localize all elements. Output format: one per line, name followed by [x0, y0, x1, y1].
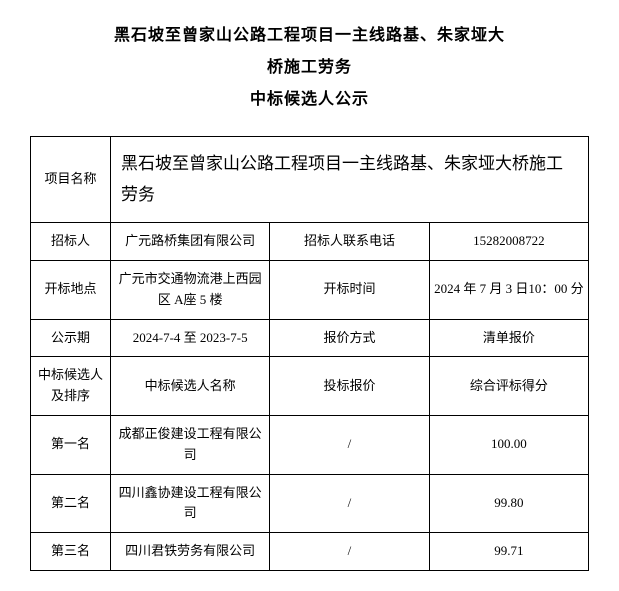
candidate-2-name: 四川鑫协建设工程有限公司 [111, 474, 270, 533]
row-project-name: 项目名称 黑石坡至曾家山公路工程项目一主线路基、朱家垭大桥施工劳务 [31, 137, 589, 223]
candidate-1-score: 100.00 [429, 415, 588, 474]
candidate-3-score: 99.71 [429, 533, 588, 571]
label-tenderer-contact: 招标人联系电话 [270, 223, 429, 261]
label-bid-location: 开标地点 [31, 260, 111, 319]
label-candidate-rank: 中标候选人及排序 [31, 357, 111, 416]
value-tenderer: 广元路桥集团有限公司 [111, 223, 270, 261]
value-project-name: 黑石坡至曾家山公路工程项目一主线路基、朱家垭大桥施工劳务 [111, 137, 589, 223]
candidate-2-score: 99.80 [429, 474, 588, 533]
label-tenderer: 招标人 [31, 223, 111, 261]
candidate-3-price: / [270, 533, 429, 571]
label-bid-price: 投标报价 [270, 357, 429, 416]
label-project-name: 项目名称 [31, 137, 111, 223]
row-bid-location: 开标地点 广元市交通物流港上西园区 A座 5 楼 开标时间 2024 年 7 月… [31, 260, 589, 319]
value-publicity-period: 2024-7-4 至 2023-7-5 [111, 319, 270, 357]
label-rank-2: 第二名 [31, 474, 111, 533]
candidate-3-name: 四川君铁劳务有限公司 [111, 533, 270, 571]
row-tenderer: 招标人 广元路桥集团有限公司 招标人联系电话 15282008722 [31, 223, 589, 261]
row-rank-2: 第二名 四川鑫协建设工程有限公司 / 99.80 [31, 474, 589, 533]
candidate-1-price: / [270, 415, 429, 474]
row-publicity: 公示期 2024-7-4 至 2023-7-5 报价方式 清单报价 [31, 319, 589, 357]
label-score: 综合评标得分 [429, 357, 588, 416]
label-rank-3: 第三名 [31, 533, 111, 571]
value-quote-method: 清单报价 [429, 319, 588, 357]
value-bid-time: 2024 年 7 月 3 日10：00 分 [429, 260, 588, 319]
title-line-1: 黑石坡至曾家山公路工程项目一主线路基、朱家垭大 [30, 20, 589, 52]
label-bid-time: 开标时间 [270, 260, 429, 319]
candidate-1-name: 成都正俊建设工程有限公司 [111, 415, 270, 474]
row-rank-1: 第一名 成都正俊建设工程有限公司 / 100.00 [31, 415, 589, 474]
title-line-3: 中标候选人公示 [30, 84, 589, 116]
announcement-table: 项目名称 黑石坡至曾家山公路工程项目一主线路基、朱家垭大桥施工劳务 招标人 广元… [30, 136, 589, 571]
label-candidate-name: 中标候选人名称 [111, 357, 270, 416]
value-tenderer-phone: 15282008722 [429, 223, 588, 261]
row-rank-3: 第三名 四川君铁劳务有限公司 / 99.71 [31, 533, 589, 571]
label-rank-1: 第一名 [31, 415, 111, 474]
candidate-2-price: / [270, 474, 429, 533]
label-quote-method: 报价方式 [270, 319, 429, 357]
document-title: 黑石坡至曾家山公路工程项目一主线路基、朱家垭大 桥施工劳务 中标候选人公示 [30, 20, 589, 116]
label-publicity-period: 公示期 [31, 319, 111, 357]
value-bid-location: 广元市交通物流港上西园区 A座 5 楼 [111, 260, 270, 319]
row-candidate-header: 中标候选人及排序 中标候选人名称 投标报价 综合评标得分 [31, 357, 589, 416]
title-line-2: 桥施工劳务 [30, 52, 589, 84]
